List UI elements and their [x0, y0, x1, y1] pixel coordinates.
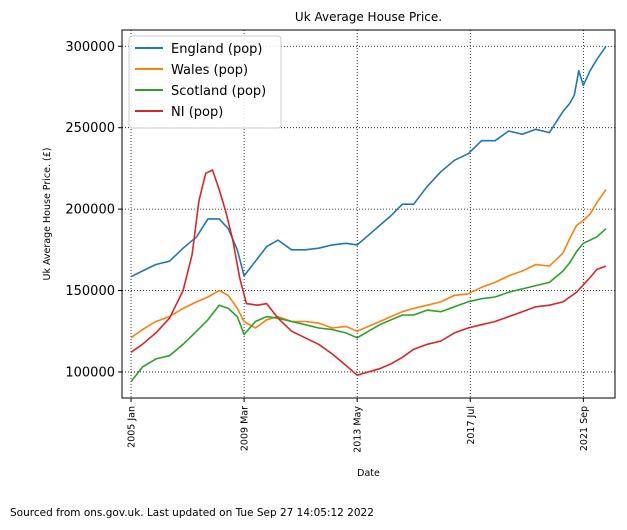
- x-tick-label: 2017 Jul: [466, 406, 477, 445]
- y-tick-label: 250000: [65, 121, 115, 136]
- legend-label: Scotland (pop): [171, 84, 266, 99]
- y-tick-label: 300000: [65, 40, 115, 55]
- y-axis-label: Uk Average House Price. (£): [42, 148, 53, 281]
- chart-title: Uk Average House Price.: [295, 10, 442, 24]
- legend: England (pop) Wales (pop) Scotland (pop) NI…: [128, 35, 282, 129]
- series-line-ni-pop: [130, 169, 607, 376]
- y-axis: 100000 150000 200000 250000 300000: [65, 40, 122, 380]
- plot-area: [121, 29, 616, 399]
- legend-label: Wales (pop): [171, 63, 248, 78]
- legend-label: NI (pop): [171, 105, 223, 120]
- x-tick-label: 2005 Jan: [127, 406, 138, 448]
- y-tick-label: 150000: [65, 284, 115, 299]
- x-tick-label: 2021 Sep: [579, 406, 590, 451]
- legend-box: [128, 35, 282, 129]
- line-chart: Uk Average House Price. 100000 150000 2000…: [42, 10, 616, 479]
- series-lines: [130, 45, 607, 383]
- y-tick-label: 100000: [65, 365, 115, 380]
- y-tick-label: 200000: [65, 203, 115, 218]
- legend-label: England (pop): [171, 42, 263, 57]
- x-axis: 2005 Jan 2009 Mar 2013 May 2017 Jul 2021 Sep: [127, 398, 590, 453]
- source-footnote: Sourced from ons.gov.uk. Last updated on…: [10, 507, 374, 519]
- x-tick-label: 2013 May: [353, 406, 364, 453]
- x-axis-label: Date: [357, 468, 380, 479]
- x-tick-label: 2009 Mar: [240, 406, 251, 451]
- series-line-wales-pop: [130, 189, 607, 339]
- series-line-scotland-pop: [130, 228, 607, 383]
- series-line-england-pop: [130, 45, 607, 278]
